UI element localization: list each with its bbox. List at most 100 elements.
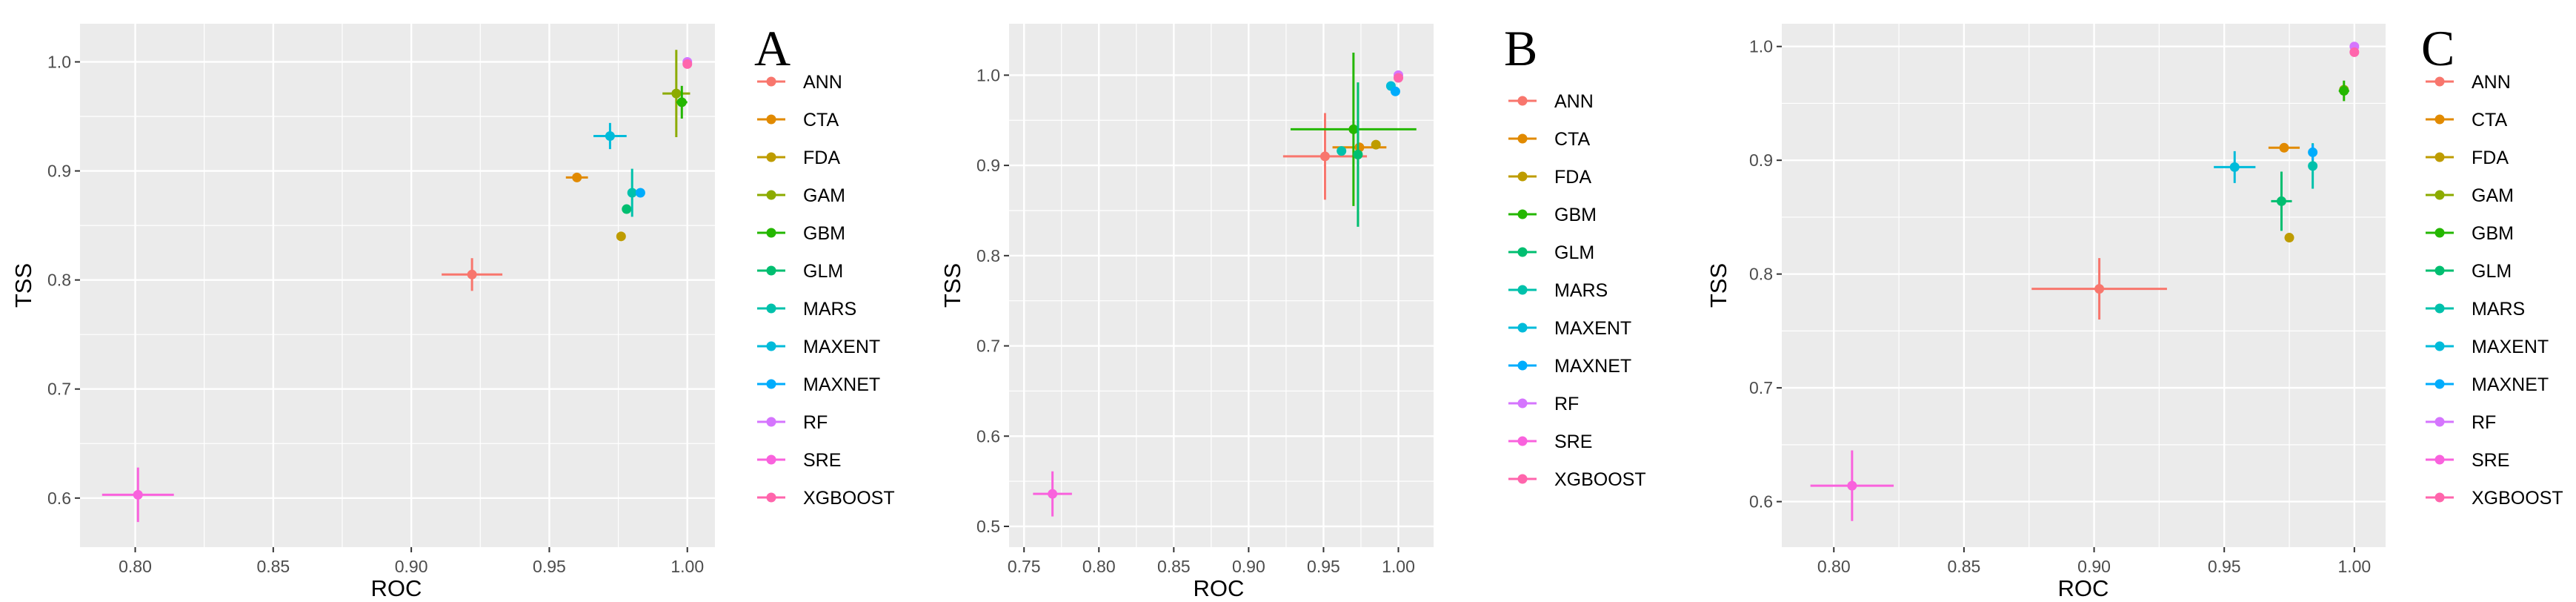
point-marker <box>2279 142 2289 153</box>
legend-label: GBM <box>2472 223 2514 244</box>
y-tick-label: 1.0 <box>1749 37 1773 56</box>
y-tick-label: 0.7 <box>47 380 71 399</box>
legend-item-rf: RF <box>1508 394 1579 414</box>
point-marker <box>1394 73 1404 83</box>
data-point-fda <box>1371 139 1381 150</box>
data-point-ann <box>2031 258 2167 320</box>
legend-item-mars: MARS <box>1508 280 1608 301</box>
legend-label: CTA <box>803 110 839 130</box>
legend-item-rf: RF <box>757 412 828 433</box>
legend-item-xgboost: XGBOOST <box>1508 469 1646 490</box>
point-marker <box>1319 151 1330 162</box>
legend-item-ann: ANN <box>757 72 842 93</box>
legend: ANN CTA FDA GAM GBM GLM MARS MAXENT MAXNET RF SRE X… <box>757 72 895 509</box>
data-point-cta <box>565 172 588 182</box>
plot-background <box>1782 24 2386 547</box>
legend-key-marker <box>766 492 776 503</box>
legend-label: MAXNET <box>803 374 880 395</box>
legend-label: GBM <box>1554 205 1597 225</box>
x-tick-label: 0.80 <box>1817 557 1851 576</box>
point-marker <box>2094 284 2105 294</box>
data-point-maxent <box>2214 150 2256 183</box>
legend-key-marker <box>2434 228 2445 238</box>
y-axis-title: TSS <box>10 263 36 308</box>
legend-key-marker <box>2434 454 2445 465</box>
legend-label: XGBOOST <box>2472 488 2563 509</box>
panel-letter: B <box>1504 20 1537 76</box>
data-point-fda <box>616 231 626 242</box>
data-point-fda <box>2284 233 2294 243</box>
legend-key-marker <box>766 379 776 389</box>
point-marker <box>622 204 632 214</box>
point-marker <box>627 188 637 198</box>
legend-label: ANN <box>1554 91 1594 112</box>
legend-label: GLM <box>803 261 843 282</box>
legend-key-marker <box>766 76 776 87</box>
legend-item-fda: FDA <box>757 148 840 168</box>
legend-item-rf: RF <box>2426 412 2496 433</box>
data-point-sre <box>101 467 174 523</box>
x-tick-label: 0.90 <box>2077 557 2111 576</box>
data-point-sre <box>1033 471 1072 517</box>
legend-key-marker <box>766 303 776 314</box>
y-tick-label: 0.8 <box>1749 265 1773 284</box>
legend-label: ANN <box>2472 72 2511 93</box>
x-tick-label: 0.95 <box>1307 557 1340 576</box>
legend-key-marker <box>2434 265 2445 276</box>
y-tick-label: 1.0 <box>976 65 1000 85</box>
legend-label: MAXENT <box>1554 318 1631 339</box>
legend-label: MAXENT <box>803 337 880 357</box>
point-marker <box>2229 162 2240 172</box>
legend-key-marker <box>1517 96 1528 106</box>
x-tick-label: 0.95 <box>2208 557 2241 576</box>
data-point-cta <box>2268 142 2300 153</box>
legend-item-maxent: MAXENT <box>2426 337 2549 357</box>
point-marker <box>2308 147 2318 157</box>
data-point-sre <box>1810 450 1894 521</box>
legend-label: MAXNET <box>1554 356 1631 377</box>
legend-key-marker <box>766 152 776 162</box>
legend-key-marker <box>1517 360 1528 371</box>
legend-key-marker <box>1517 436 1528 446</box>
legend-item-glm: GLM <box>1508 242 1594 263</box>
data-point-gam <box>662 50 690 137</box>
legend-key-marker <box>766 417 776 427</box>
y-tick-label: 1.0 <box>47 52 71 71</box>
legend-item-xgboost: XGBOOST <box>757 488 895 509</box>
data-point-glm <box>1353 82 1363 227</box>
legend-item-sre: SRE <box>2426 450 2509 471</box>
x-axis-title: ROC <box>371 575 422 601</box>
x-tick-label: 1.00 <box>1382 557 1415 576</box>
legend-label: FDA <box>803 148 840 168</box>
y-tick-label: 0.9 <box>976 156 1000 175</box>
legend-item-fda: FDA <box>2426 148 2509 168</box>
panel-letter: A <box>754 20 791 76</box>
legend-key-marker <box>2434 190 2445 200</box>
x-tick-label: 1.00 <box>2337 557 2371 576</box>
legend-item-glm: GLM <box>2426 261 2512 282</box>
legend-label: MAXNET <box>2472 374 2549 395</box>
legend-label: RF <box>803 412 828 433</box>
legend: ANN CTA FDA GAM GBM GLM MARS MAXENT MAXNET RF SRE X… <box>2426 72 2563 509</box>
data-point-glm <box>622 204 632 214</box>
legend-key-marker <box>2434 417 2445 427</box>
y-tick-label: 0.6 <box>47 489 71 508</box>
legend-label: CTA <box>2472 110 2507 130</box>
legend-label: MAXENT <box>2472 337 2549 357</box>
point-marker <box>133 489 143 500</box>
legend-label: ANN <box>803 72 842 93</box>
legend-label: RF <box>1554 394 1579 414</box>
data-point-mars <box>627 168 637 217</box>
legend-item-maxent: MAXENT <box>1508 318 1631 339</box>
data-point-gbm <box>2338 80 2349 102</box>
x-tick-label: 0.90 <box>395 557 428 576</box>
panel-B: 0.75 0.80 0.85 0.90 0.95 1.00 0.5 0.6 0.7 0.8 0.9 1… <box>939 20 1645 601</box>
legend-key-marker <box>1517 171 1528 182</box>
legend-key-marker <box>2434 379 2445 389</box>
legend-item-gam: GAM <box>757 185 845 206</box>
data-point-maxnet <box>1390 86 1400 96</box>
point-marker <box>1371 139 1381 150</box>
point-marker <box>2349 47 2360 57</box>
legend-item-sre: SRE <box>757 450 841 471</box>
